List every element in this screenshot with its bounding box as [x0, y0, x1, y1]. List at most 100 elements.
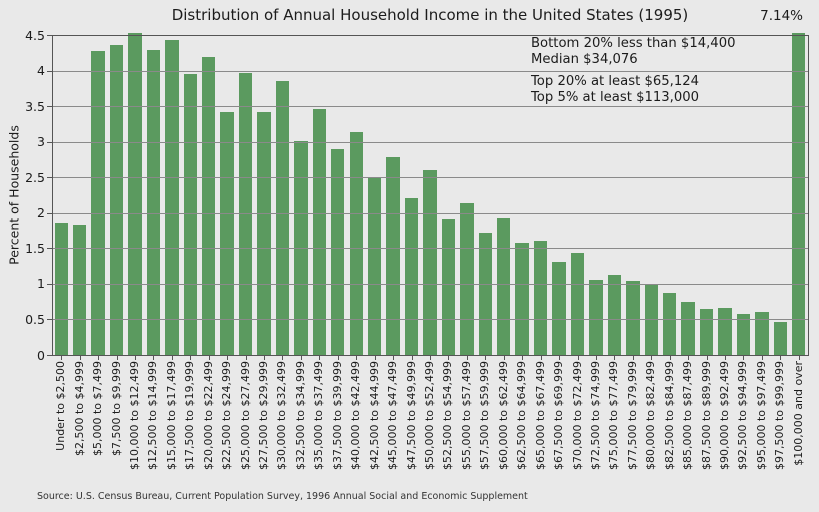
x-tick-mark	[134, 356, 136, 360]
y-tick-mark	[47, 283, 52, 285]
x-tick-mark	[448, 356, 450, 360]
gridline	[52, 212, 808, 214]
x-tick-mark	[466, 356, 468, 360]
bar	[72, 224, 87, 355]
y-tick-label: 0	[37, 347, 45, 363]
bar	[478, 232, 492, 355]
x-tick-label: $72,500 to $74,999	[588, 361, 602, 471]
annotation-line: Median $34,076	[531, 51, 638, 67]
annotation-bottom-median: Bottom 20% less than $14,400 Median $34,…	[531, 36, 735, 67]
bar	[109, 44, 124, 355]
x-tick-label: $77,500 to $79,999	[625, 361, 639, 471]
bar	[146, 49, 161, 355]
bar	[423, 170, 437, 355]
x-tick-mark	[264, 356, 266, 360]
bar	[349, 131, 363, 355]
x-tick-mark	[356, 356, 358, 360]
x-tick-label: $85,000 to $87,499	[681, 361, 695, 471]
y-tick-label: 3	[37, 134, 45, 150]
annotation-line: Top 20% at least $65,124	[531, 74, 700, 89]
bar	[312, 108, 327, 355]
x-tick-label: $70,000 to $72,499	[570, 361, 584, 471]
bar	[755, 311, 769, 355]
x-tick-label: $60,000 to $62,499	[496, 361, 510, 471]
x-tick-label: $50,000 to $52,499	[423, 361, 436, 471]
y-tick-mark	[47, 319, 52, 321]
x-tick-label: $97,500 to $99,999	[773, 361, 787, 471]
gridline	[52, 319, 808, 321]
bar	[441, 219, 456, 355]
x-tick-label: $55,000 to $57,499	[459, 361, 473, 471]
bar	[367, 177, 382, 355]
x-tick-mark	[116, 356, 118, 360]
x-tick-mark	[743, 356, 745, 360]
plot-spine-right	[808, 35, 809, 356]
bar	[257, 111, 271, 355]
x-tick-label: $82,500 to $84,999	[662, 361, 676, 471]
bar	[736, 314, 751, 355]
x-tick-mark	[79, 356, 81, 360]
x-tick-mark	[725, 356, 727, 360]
y-tick-mark	[47, 177, 52, 179]
bar	[589, 280, 603, 355]
bar	[792, 32, 806, 355]
x-tick-mark	[761, 356, 763, 360]
bar	[54, 223, 68, 355]
x-tick-mark	[227, 356, 229, 360]
y-tick-mark	[47, 248, 52, 250]
x-tick-label: $62,500 to $64,999	[515, 361, 529, 471]
bar	[699, 309, 714, 355]
x-tick-mark	[559, 356, 561, 360]
y-tick-mark	[47, 70, 52, 72]
bar	[294, 140, 308, 355]
x-tick-label: $67,500 to $69,999	[552, 361, 566, 471]
y-tick-mark	[47, 141, 52, 143]
x-tick-mark	[577, 356, 579, 360]
x-tick-mark	[171, 356, 173, 360]
x-tick-mark	[706, 356, 708, 360]
x-tick-label: $37,500 to $39,999	[330, 361, 344, 471]
y-tick-mark	[47, 355, 52, 356]
last-bar-value-label: 7.14%	[760, 8, 803, 24]
y-tick-label: 2.5	[25, 169, 45, 185]
gridline	[52, 106, 808, 108]
y-tick-label: 3.5	[25, 98, 45, 114]
x-tick-mark	[669, 356, 671, 360]
x-tick-mark	[245, 356, 247, 360]
bar	[533, 241, 548, 355]
bar	[183, 74, 197, 355]
bar	[552, 261, 566, 355]
x-tick-mark	[503, 356, 505, 360]
x-tick-label: $25,000 to $27,499	[238, 361, 252, 471]
x-tick-label: $27,500 to $29,999	[257, 361, 271, 471]
bar	[681, 301, 695, 355]
x-tick-label: $65,000 to $67,499	[533, 361, 547, 471]
y-tick-label: 4	[37, 63, 45, 79]
bar	[238, 72, 253, 355]
x-tick-mark	[374, 356, 376, 360]
x-tick-label: $80,000 to $82,499	[644, 361, 658, 471]
bar	[404, 197, 419, 355]
annotation-top-percentiles: Top 20% at least $65,124 Top 5% at least…	[531, 74, 699, 105]
x-tick-label: $45,000 to $47,499	[386, 361, 400, 471]
x-tick-mark	[61, 356, 63, 360]
x-tick-label: $42,500 to $44,999	[367, 361, 381, 471]
x-tick-label: $20,000 to $22,499	[201, 361, 215, 471]
bar	[626, 281, 640, 355]
x-tick-label: $32,500 to $34,999	[293, 361, 307, 471]
bar	[91, 51, 105, 355]
gridline	[52, 283, 808, 285]
gridline	[52, 70, 808, 72]
x-tick-mark	[208, 356, 210, 360]
x-tick-mark	[411, 356, 413, 360]
y-tick-label: 4.5	[25, 27, 45, 43]
y-tick-mark	[47, 106, 52, 108]
bar	[331, 148, 345, 355]
x-tick-mark	[651, 356, 653, 360]
gridline	[52, 248, 808, 250]
x-tick-mark	[614, 356, 616, 360]
x-tick-label: Under to $2,500	[54, 361, 68, 451]
x-tick-mark	[282, 356, 284, 360]
bar	[515, 242, 529, 355]
